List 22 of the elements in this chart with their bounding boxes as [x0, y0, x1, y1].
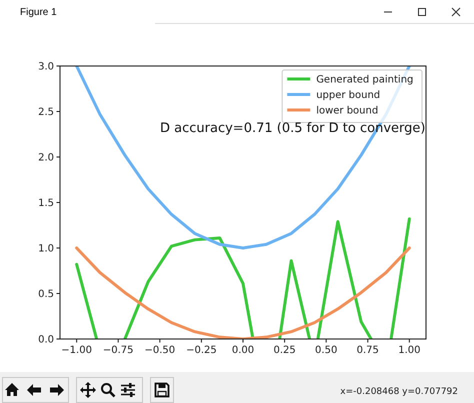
x-tick-label: 0.25 [273, 345, 296, 356]
text: x=-0.208468 y=0.707792 [340, 387, 458, 397]
y-tick-label: 2.0 [38, 152, 54, 164]
x-tick-label: −0.50 [144, 345, 176, 356]
y-tick-label: 3.0 [38, 62, 54, 72]
legend-label: Generated painting [316, 74, 414, 86]
legend-label: lower bound [316, 106, 378, 116]
y-tick-label: 1.0 [38, 244, 54, 254]
y-tick-label: 1.5 [38, 198, 54, 209]
x-tick-label: −0.25 [186, 345, 217, 356]
line-series [75, 246, 411, 339]
chart-title: Figure 1 [20, 7, 58, 18]
x-tick-label: −0.75 [102, 345, 134, 356]
y-tick-label: 0.0 [38, 334, 54, 346]
x-tick-label: 0.50 [315, 345, 338, 356]
x-tick-label: 0.00 [232, 345, 254, 356]
legend-label: upper bound [316, 90, 380, 101]
y-tick-label: 2.5 [38, 107, 54, 118]
x-tick-label: 1.00 [398, 345, 420, 356]
y-tick-label: 0.5 [38, 289, 54, 300]
x-tick-label: 0.75 [356, 345, 379, 356]
x-tick-label: −1.00 [61, 345, 92, 356]
